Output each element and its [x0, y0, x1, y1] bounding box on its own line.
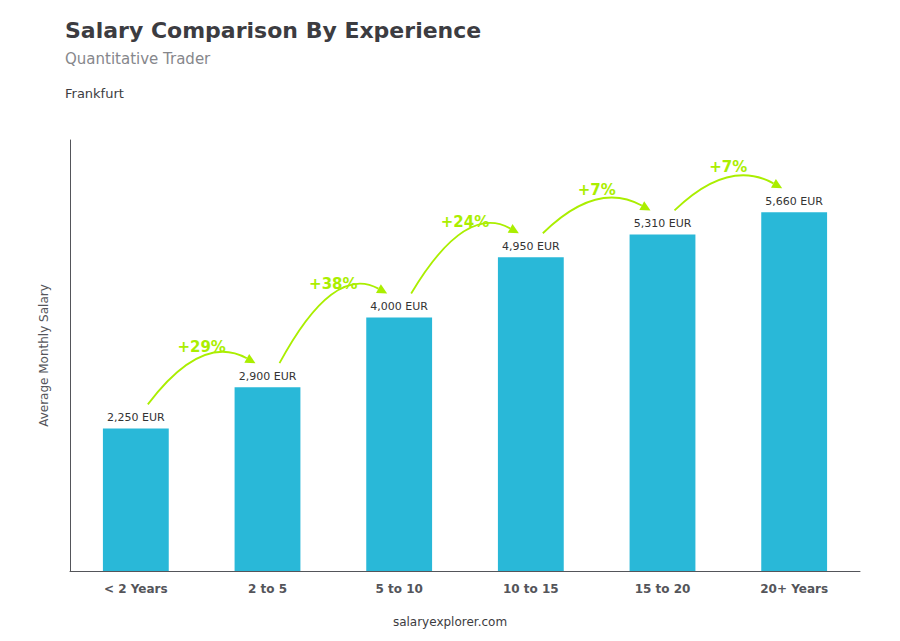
svg-text:10 to 15: 10 to 15: [503, 582, 559, 596]
svg-text:Average Monthly Salary: Average Monthly Salary: [37, 284, 51, 427]
svg-text:5 to 10: 5 to 10: [375, 582, 422, 596]
svg-text:+29%: +29%: [177, 338, 225, 356]
svg-text:Salary Comparison By Experienc: Salary Comparison By Experience: [65, 18, 481, 43]
svg-text:< 2 Years: < 2 Years: [104, 582, 168, 596]
svg-text:salaryexplorer.com: salaryexplorer.com: [393, 615, 507, 629]
svg-text:4,950 EUR: 4,950 EUR: [502, 240, 560, 253]
svg-text:Frankfurt: Frankfurt: [65, 86, 124, 101]
svg-text:+7%: +7%: [578, 181, 616, 199]
svg-text:Quantitative Trader: Quantitative Trader: [65, 50, 211, 68]
svg-text:15 to 20: 15 to 20: [635, 582, 691, 596]
svg-text:5,660 EUR: 5,660 EUR: [765, 195, 823, 208]
svg-text:+7%: +7%: [709, 158, 747, 176]
svg-text:20+ Years: 20+ Years: [760, 582, 828, 596]
svg-text:4,000 EUR: 4,000 EUR: [370, 300, 428, 313]
svg-text:5,310 EUR: 5,310 EUR: [634, 217, 692, 230]
svg-text:2,900 EUR: 2,900 EUR: [239, 370, 297, 383]
svg-text:+38%: +38%: [309, 275, 357, 293]
svg-text:+24%: +24%: [441, 213, 489, 231]
svg-text:2 to 5: 2 to 5: [248, 582, 287, 596]
svg-text:2,250 EUR: 2,250 EUR: [107, 411, 165, 424]
